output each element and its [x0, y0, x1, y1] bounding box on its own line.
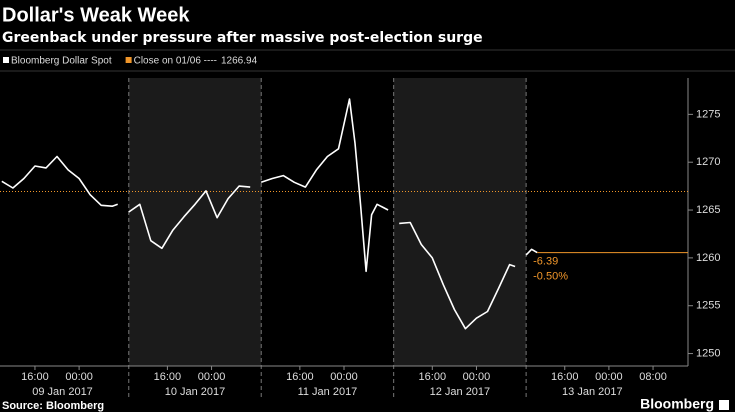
annotation: -0.50% [533, 271, 568, 283]
x-tick-label: 00:00 [330, 371, 358, 383]
shaded-band [128, 78, 262, 366]
x-tick-label: 16:00 [21, 371, 49, 383]
annotation: -6.39 [533, 256, 558, 268]
x-tick-label: 08:00 [639, 371, 667, 383]
y-tick-label: 1260 [696, 252, 720, 264]
x-tick-label: 16:00 [154, 371, 182, 383]
shaded-band [393, 78, 527, 366]
x-group-label: 10 Jan 2017 [165, 386, 226, 398]
y-tick-label: 1275 [696, 108, 720, 120]
source: Source: Bloomberg [2, 400, 104, 412]
legend-swatch [3, 57, 9, 63]
series-line [1, 98, 538, 330]
y-tick-label: 1270 [696, 156, 720, 168]
x-tick-label: 00:00 [595, 371, 623, 383]
y-tick-label: 1255 [696, 300, 720, 312]
x-group-label: 13 Jan 2017 [562, 386, 623, 398]
legend-label: Bloomberg Dollar Spot [11, 56, 112, 67]
legend-value: 1266.94 [221, 56, 258, 67]
x-group-label: 09 Jan 2017 [32, 386, 93, 398]
y-tick-label: 1265 [696, 204, 720, 216]
x-tick-label: 16:00 [419, 371, 447, 383]
x-tick-label: 00:00 [65, 371, 93, 383]
brand: Bloomberg [640, 396, 714, 412]
x-tick-label: 00:00 [198, 371, 226, 383]
legend-swatch [125, 57, 132, 63]
x-tick-label: 16:00 [286, 371, 314, 383]
x-group-label: 12 Jan 2017 [430, 386, 491, 398]
x-tick-label: 16:00 [551, 371, 579, 383]
y-tick-label: 1250 [696, 347, 720, 359]
brand-icon [719, 400, 729, 410]
legend-label: Close on 01/06 ---- [134, 56, 217, 67]
x-tick-label: 00:00 [463, 371, 491, 383]
x-group-label: 11 Jan 2017 [298, 386, 358, 398]
chart-title: Dollar's Weak Week [2, 4, 190, 26]
chart-subtitle: Greenback under pressure after massive p… [2, 30, 483, 46]
